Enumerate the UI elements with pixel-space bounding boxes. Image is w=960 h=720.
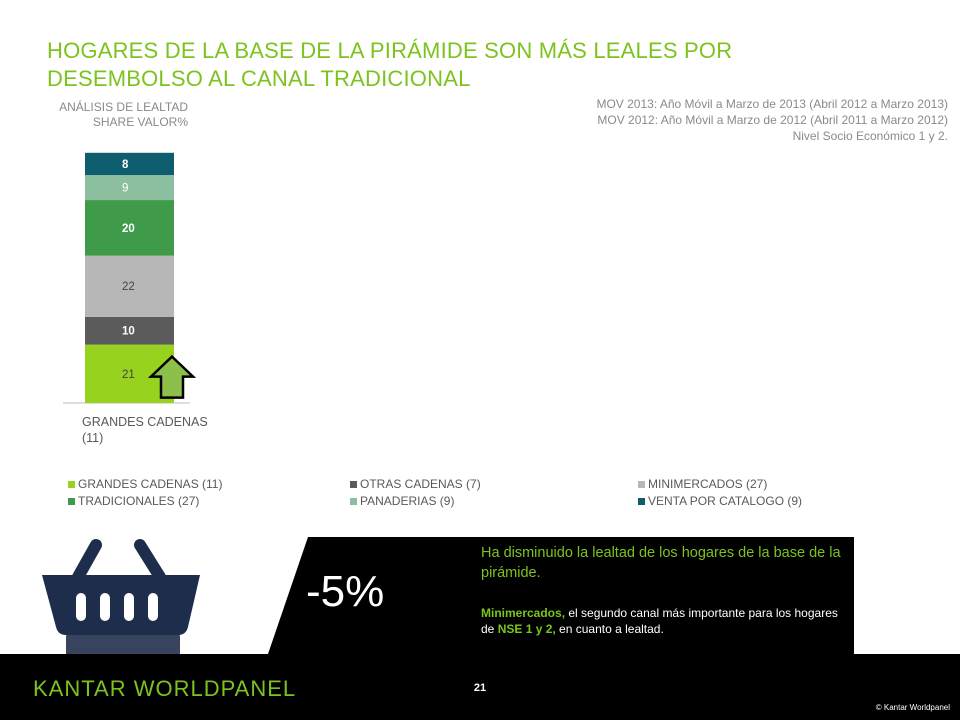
detail-bold-2: NSE 1 y 2, [497, 622, 556, 636]
detail-text-2: en cuanto a lealtad. [555, 622, 664, 636]
page-title: HOGARES DE LA BASE DE LA PIRÁMIDE SON MÁ… [47, 38, 733, 91]
legend-swatch [350, 480, 357, 488]
period-notes: MOV 2013: Año Móvil a Marzo de 2013 (Abr… [596, 96, 948, 144]
data-label: 22 [122, 281, 135, 293]
callout-detail: Minimercados, el segundo canal más impor… [481, 605, 846, 637]
arrow-up-icon [147, 354, 197, 399]
detail-text-1: el segundo canal más importante para los… [481, 606, 838, 636]
legend-label: GRANDES CADENAS (11) [78, 477, 223, 491]
legend-item: TRADICIONALES (27) [68, 493, 199, 509]
page-number: 21 [473, 682, 487, 694]
category-label: GRANDES CADENAS (11) [82, 415, 208, 445]
legend-label: MINIMERCADOS (27) [648, 477, 768, 491]
data-label: 8 [122, 159, 129, 171]
shopping-basket-icon [42, 539, 200, 660]
callout-box [268, 537, 854, 654]
legend-label: PANADERIAS (9) [360, 494, 455, 508]
copyright: © Kantar Worldpanel [875, 703, 950, 712]
legend-label: VENTA POR CATALOGO (9) [648, 494, 803, 508]
data-label: 10 [122, 326, 135, 338]
subtitle-line-2: SHARE VALOR% [92, 115, 188, 129]
legend-item: MINIMERCADOS (27) [638, 476, 767, 492]
data-label: 21 [122, 369, 135, 381]
legend-item: GRANDES CADENAS (11) [68, 476, 222, 492]
legend-swatch [638, 497, 645, 505]
footer-bar [0, 654, 960, 720]
detail-bold-1: Minimercados, [481, 606, 566, 620]
bar-segment [85, 316, 174, 345]
bar-segment [85, 152, 174, 176]
chart-subtitle: ANÁLISIS DE LEALTAD SHARE VALOR% [20, 100, 188, 130]
note-line: MOV 2013: Año Móvil a Marzo de 2013 (Abr… [596, 97, 948, 111]
callout-value: -5% [306, 567, 385, 616]
legend-swatch [68, 480, 75, 488]
brand-logo: KANTAR WORLDPANEL [33, 676, 297, 701]
callout-headline: Ha disminuido la lealtad de los hogares … [481, 545, 841, 581]
legend-item: OTRAS CADENAS (7) [350, 476, 481, 492]
data-label: 20 [122, 223, 135, 235]
stacked-bar-chart: 21 10 22 20 9 8 [63, 152, 197, 404]
legend-item: PANADERIAS (9) [350, 493, 454, 509]
note-line: MOV 2012: Año Móvil a Marzo de 2012 (Abr… [597, 113, 948, 127]
bar-segment [85, 200, 174, 256]
legend-swatch [638, 480, 645, 488]
chart-legend: GRANDES CADENAS (11) OTRAS CADENAS (7) MIN… [68, 476, 928, 516]
note-line: Nivel Socio Económico 1 y 2. [792, 129, 948, 143]
legend-swatch [68, 497, 75, 505]
legend-label: TRADICIONALES (27) [78, 494, 200, 508]
bar-segment [85, 175, 174, 201]
subtitle-line-1: ANÁLISIS DE LEALTAD [59, 100, 188, 114]
legend-item: VENTA POR CATALOGO (9) [638, 493, 802, 509]
legend-swatch [350, 497, 357, 505]
bar-segment [85, 255, 174, 317]
legend-label: OTRAS CADENAS (7) [360, 477, 481, 491]
data-label: 9 [122, 183, 128, 195]
callout-slant [268, 537, 308, 654]
